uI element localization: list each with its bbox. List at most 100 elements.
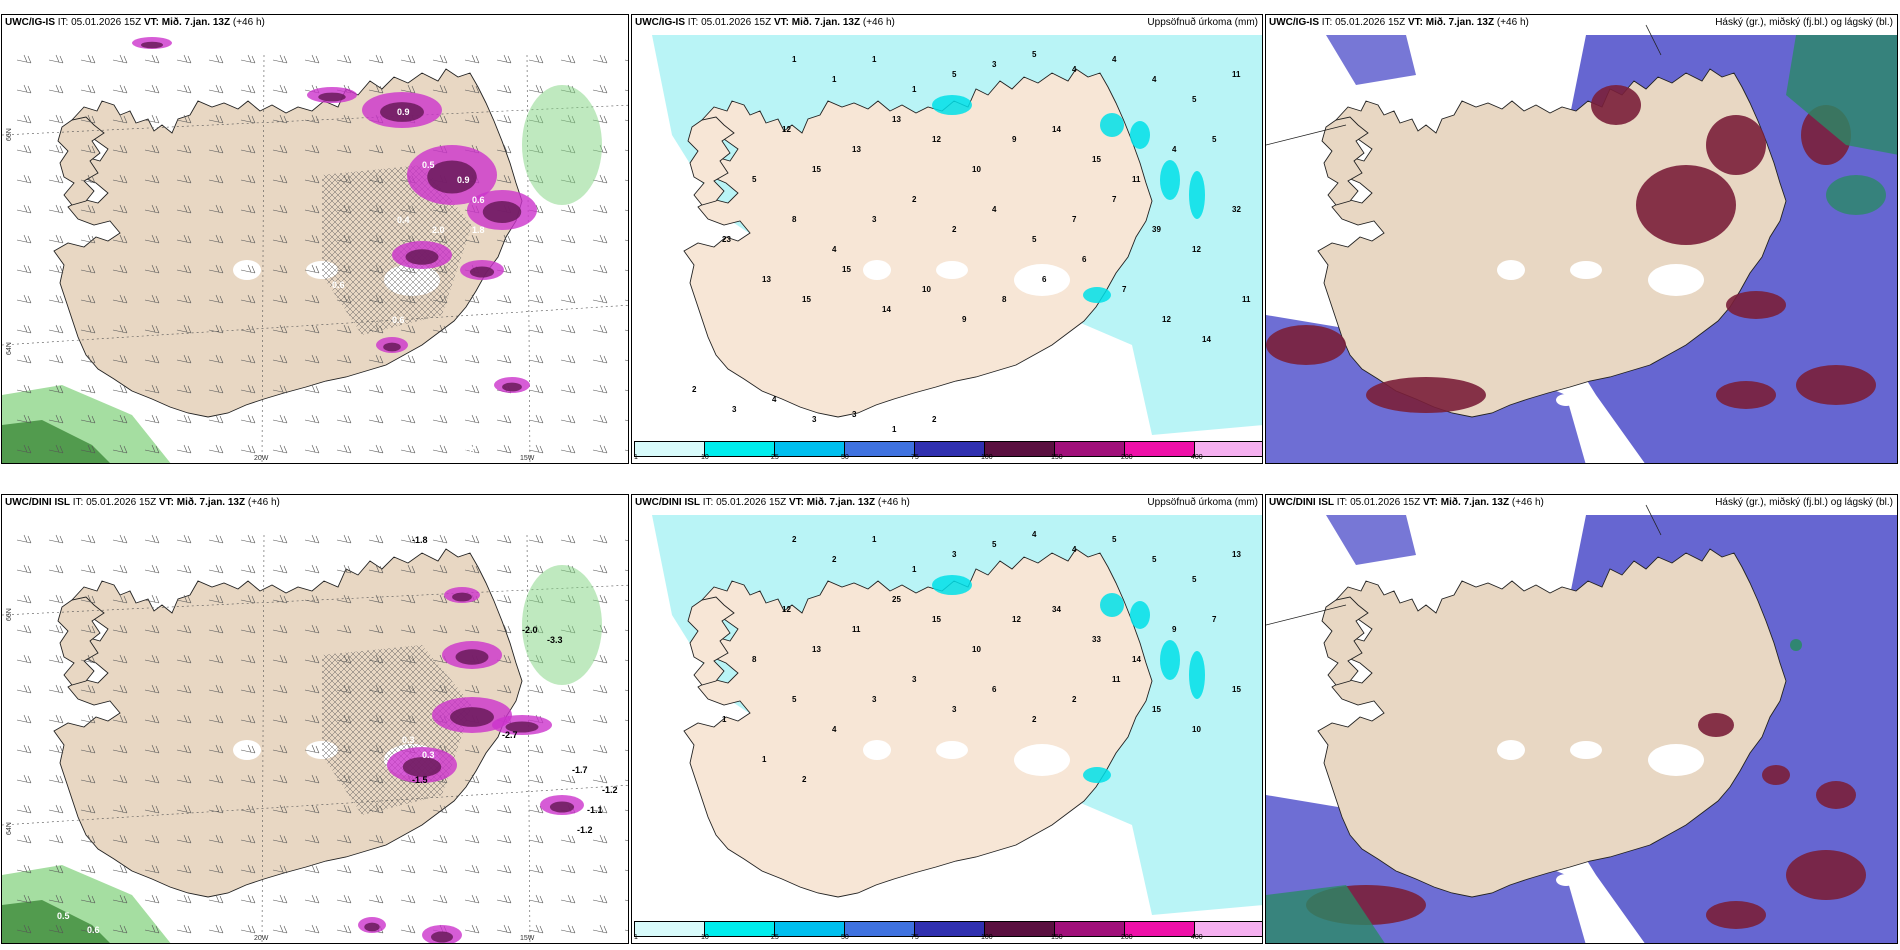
precip-value: 3: [852, 410, 857, 419]
precip-value: 39: [1152, 225, 1161, 234]
precip-medium-patch: [932, 575, 972, 595]
wind-barb: [528, 804, 544, 814]
wind-barb: [16, 414, 32, 424]
wind-barb: [432, 324, 448, 334]
precip-value: 15: [812, 165, 821, 174]
wind-barb: [400, 804, 416, 814]
snow-value-label: 1.8: [472, 225, 485, 235]
precip-value: 13: [762, 275, 771, 284]
wind-barb: [304, 564, 320, 574]
wind-barb: [48, 654, 64, 664]
colorbar-segment: [915, 922, 985, 936]
wind-barb: [240, 924, 256, 934]
wind-barb: [304, 594, 320, 604]
snow-blob-core: [380, 102, 424, 122]
wind-barb: [400, 354, 416, 364]
precip-medium-patch: [1160, 160, 1180, 200]
wind-barb: [528, 894, 544, 904]
wind-barb: [208, 384, 224, 394]
wind-barb: [400, 594, 416, 604]
precip-medium-patch: [1100, 593, 1124, 617]
precip-value: 8: [1002, 295, 1007, 304]
wind-barb: [272, 804, 288, 814]
snow-map-panel-ig-is: UWC/IG-IS IT: 05.01.2026 15Z VT: Mið. 7.…: [1, 14, 629, 464]
map-canvas: [632, 495, 1262, 943]
wind-barb: [624, 929, 628, 931]
wind-barb: [624, 89, 628, 91]
wind-barb: [592, 324, 608, 334]
wind-barb: [560, 834, 576, 844]
wind-barb: [144, 684, 160, 694]
wind-barb: [16, 924, 32, 934]
wind-barb: [624, 899, 628, 901]
wind-barb: [432, 444, 448, 454]
wind-barb: [400, 624, 416, 634]
colorbar-segment: [1125, 922, 1195, 936]
axis-label: 66N: [6, 608, 13, 621]
precip-value: 33: [1092, 635, 1101, 644]
wind-barb: [176, 684, 192, 694]
glacier-langjokull: [1497, 740, 1525, 760]
wind-barb: [208, 714, 224, 724]
wind-barb: [272, 714, 288, 724]
wind-barb: [112, 414, 128, 424]
wind-barb: [464, 294, 480, 304]
wind-barb: [432, 54, 448, 64]
wind-barb: [176, 654, 192, 664]
wind-barb: [80, 114, 96, 124]
precip-value: 9: [1012, 135, 1017, 144]
wind-barb: [272, 84, 288, 94]
wind-barb: [496, 624, 512, 634]
wind-barb: [240, 894, 256, 904]
wind-barb: [208, 414, 224, 424]
wind-barb: [144, 414, 160, 424]
wind-barb: [208, 624, 224, 634]
wind-barb: [400, 864, 416, 874]
precip-value: 5: [1032, 235, 1037, 244]
wind-barb: [240, 624, 256, 634]
wind-barb: [272, 744, 288, 754]
colorbar-segment: [1195, 442, 1262, 456]
wind-barb: [624, 569, 628, 571]
wind-barb: [624, 269, 628, 271]
wind-barb: [496, 684, 512, 694]
precip-value: 3: [952, 705, 957, 714]
wind-barb: [368, 384, 384, 394]
precip-value: 2: [692, 385, 697, 394]
wind-barb: [240, 864, 256, 874]
wind-barb: [464, 924, 480, 934]
colorbar-segment: [775, 922, 845, 936]
snow-blob-core: [482, 201, 522, 223]
precip-value: 5: [752, 175, 757, 184]
wind-barb: [112, 324, 128, 334]
wind-barb: [240, 654, 256, 664]
wind-barb: [464, 564, 480, 574]
border-line: [1645, 504, 1662, 536]
wind-barb: [208, 234, 224, 244]
wind-barb: [592, 264, 608, 274]
precip-value: 11: [1112, 675, 1121, 684]
wind-barb: [560, 894, 576, 904]
wind-barb: [48, 144, 64, 154]
wind-barb: [336, 804, 352, 814]
wind-barb: [80, 384, 96, 394]
wind-barb: [592, 654, 608, 664]
wind-barb: [624, 719, 628, 721]
snow-value-label: 0.8: [417, 445, 430, 455]
wind-barb: [16, 264, 32, 274]
precip-value: 15: [842, 265, 851, 274]
precip-value: 14: [1202, 335, 1211, 344]
wind-barb: [80, 924, 96, 934]
wind-barb: [176, 114, 192, 124]
wind-barb: [144, 744, 160, 754]
wind-barb: [400, 384, 416, 394]
glacier-myrdalsjokull: [922, 874, 942, 886]
colorbar-segment: [1125, 442, 1195, 456]
wind-barb: [176, 834, 192, 844]
wind-barb: [208, 174, 224, 184]
wind-barb: [624, 389, 628, 391]
wind-barb: [336, 54, 352, 64]
wind-barb: [304, 714, 320, 724]
wind-barb: [560, 684, 576, 694]
wind-barb: [176, 204, 192, 214]
